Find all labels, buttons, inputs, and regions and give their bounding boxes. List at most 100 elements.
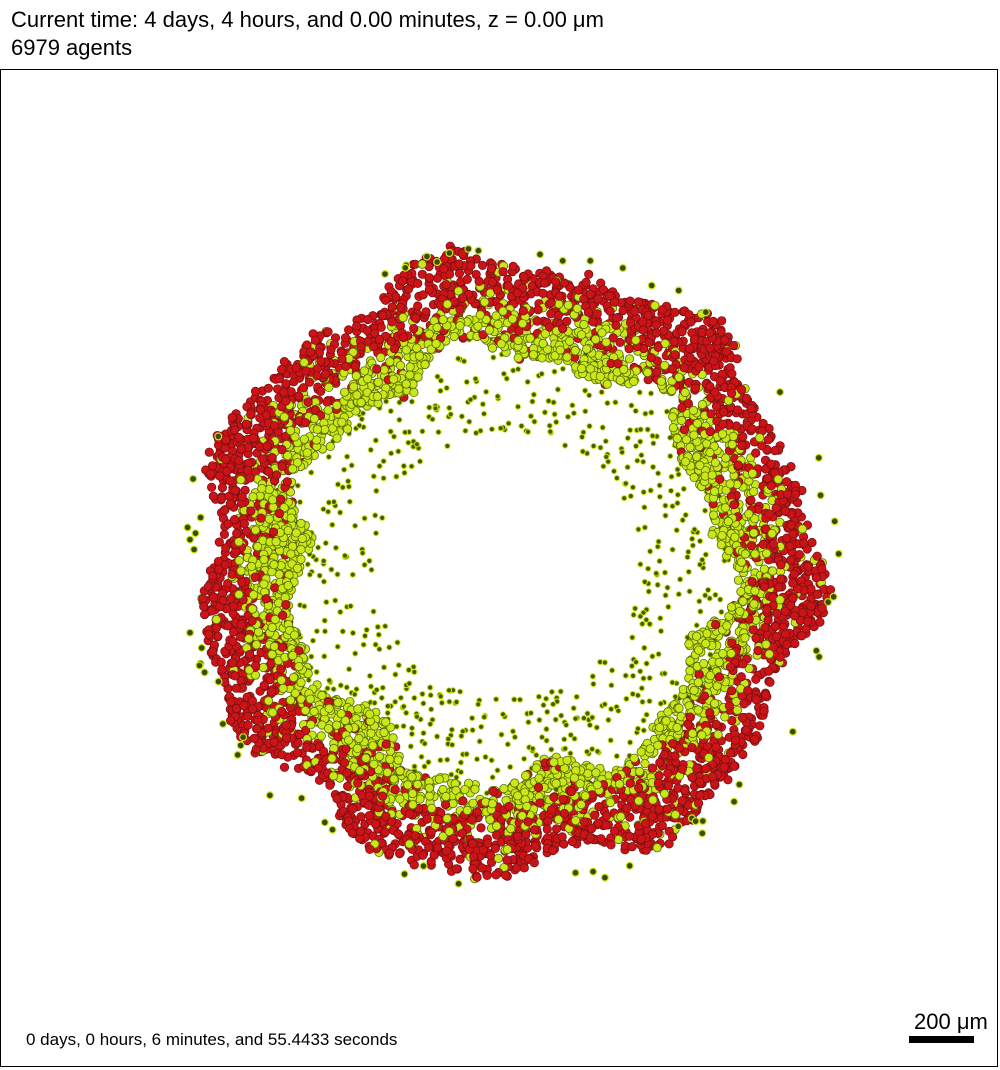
agent-cell bbox=[446, 698, 453, 705]
agent-cell bbox=[488, 757, 495, 764]
agent-cell bbox=[518, 422, 525, 430]
agent-cell bbox=[638, 325, 648, 335]
agent-cell bbox=[250, 386, 261, 396]
agent-cell bbox=[641, 578, 648, 585]
agent-cell bbox=[304, 561, 311, 568]
agent-cell bbox=[323, 599, 330, 606]
agent-cell bbox=[629, 634, 636, 641]
agent-cell bbox=[387, 428, 394, 435]
agent-cell bbox=[457, 769, 465, 776]
agent-cell bbox=[579, 448, 586, 455]
agent-cell bbox=[498, 731, 505, 738]
agent-cell bbox=[407, 743, 414, 750]
agent-cell bbox=[294, 391, 304, 401]
agent-cell bbox=[675, 471, 682, 478]
agent-cell bbox=[400, 723, 407, 730]
agent-cell bbox=[262, 441, 272, 451]
agent-cell bbox=[613, 753, 620, 760]
agent-cell bbox=[794, 549, 805, 560]
agent-cell bbox=[627, 739, 634, 746]
agent-cell bbox=[685, 352, 695, 363]
agent-cell bbox=[425, 759, 432, 766]
agent-cell bbox=[500, 370, 507, 377]
agent-cell bbox=[208, 593, 219, 603]
agent-cell bbox=[674, 466, 681, 473]
agent-cell bbox=[394, 384, 404, 394]
agent-cell bbox=[696, 561, 704, 568]
agent-cell bbox=[300, 705, 310, 716]
agent-cell bbox=[622, 480, 629, 487]
agent-cell bbox=[685, 568, 692, 575]
agent-cell bbox=[562, 745, 569, 752]
agent-cell bbox=[632, 407, 639, 415]
agent-cell bbox=[308, 653, 315, 660]
agent-cell bbox=[597, 444, 604, 451]
agent-cell bbox=[472, 375, 479, 382]
agent-cell bbox=[511, 696, 518, 703]
agent-cell bbox=[608, 706, 615, 713]
agent-cell bbox=[562, 442, 569, 449]
agent-cell bbox=[788, 593, 798, 603]
agent-cell bbox=[728, 431, 738, 441]
agent-cell bbox=[437, 377, 444, 384]
agent-cell bbox=[437, 757, 444, 764]
agent-cell bbox=[685, 656, 695, 666]
agent-cell bbox=[346, 666, 353, 673]
agent-cell bbox=[646, 674, 653, 682]
agent-cell bbox=[488, 426, 495, 433]
agent-cell bbox=[643, 616, 650, 623]
agent-cell bbox=[395, 662, 402, 669]
agent-cell bbox=[767, 566, 778, 576]
agent-cell bbox=[774, 582, 784, 592]
agent-cell bbox=[441, 846, 452, 856]
agent-cell bbox=[470, 784, 480, 794]
agent-cell bbox=[621, 495, 628, 502]
agent-cell bbox=[380, 664, 388, 671]
agent-cell bbox=[563, 721, 570, 729]
agent-cell bbox=[229, 627, 239, 637]
agent-cell bbox=[663, 408, 671, 415]
agent-cell bbox=[708, 317, 718, 327]
agent-cell bbox=[637, 613, 644, 620]
agent-cell bbox=[376, 463, 383, 470]
agent-cell bbox=[624, 831, 635, 841]
agent-cell bbox=[502, 855, 512, 865]
agent-cell bbox=[387, 408, 394, 415]
agent-cell bbox=[662, 502, 669, 509]
agent-cell bbox=[468, 864, 478, 874]
agent-cell bbox=[448, 771, 455, 778]
agent-cell bbox=[427, 721, 434, 728]
agent-cell bbox=[437, 693, 444, 700]
agent-cell bbox=[786, 555, 796, 565]
agent-cell bbox=[686, 588, 693, 595]
agent-cell bbox=[525, 719, 532, 726]
agent-cell bbox=[408, 463, 415, 470]
agent-cell bbox=[679, 517, 686, 524]
agent-cell bbox=[343, 684, 350, 691]
agent-cell bbox=[632, 659, 640, 666]
agent-cell bbox=[651, 320, 661, 330]
agent-cell bbox=[434, 373, 441, 380]
agent-cell bbox=[225, 476, 235, 486]
agent-cell bbox=[446, 404, 453, 411]
agent-cell bbox=[524, 428, 532, 435]
agent-cell bbox=[332, 793, 342, 804]
agent-cell bbox=[550, 701, 557, 708]
agent-cell bbox=[690, 383, 701, 393]
agent-cell bbox=[293, 738, 303, 748]
agent-cell bbox=[487, 343, 498, 353]
agent-cell bbox=[600, 463, 607, 470]
agent-cell bbox=[249, 590, 259, 600]
agent-cell bbox=[619, 449, 626, 456]
agent-cell bbox=[661, 670, 668, 677]
agent-cell bbox=[367, 683, 375, 690]
agent-cell bbox=[669, 503, 676, 510]
agent-cell bbox=[702, 551, 709, 558]
agent-cell bbox=[396, 399, 403, 406]
agent-cell bbox=[532, 316, 542, 326]
simulation-viewport bbox=[0, 69, 998, 1067]
agent-cell bbox=[506, 823, 516, 834]
agent-cell bbox=[640, 727, 647, 734]
agent-cell bbox=[697, 608, 704, 615]
agent-cell bbox=[624, 354, 635, 364]
